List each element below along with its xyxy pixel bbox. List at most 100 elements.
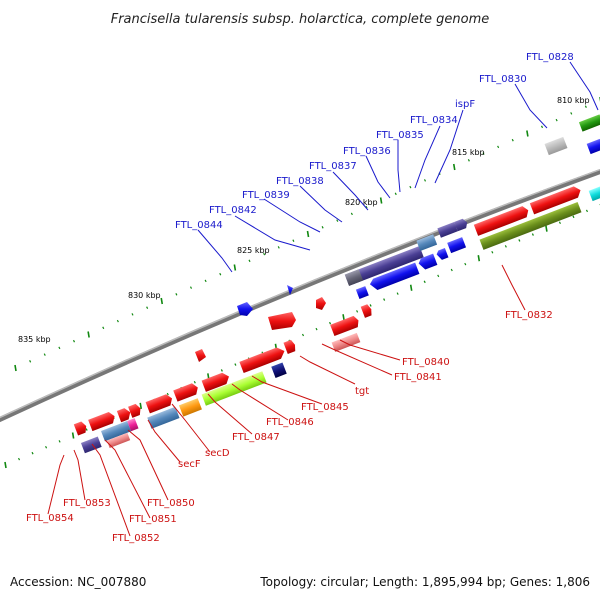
gene-label[interactable]: FTL_0840 xyxy=(402,357,450,368)
track-tick xyxy=(369,304,372,307)
track-tick xyxy=(511,138,514,142)
cds-arrow xyxy=(418,253,438,270)
kbp-label: 825 kbp xyxy=(237,246,270,255)
track-tick xyxy=(584,105,587,108)
track-tick xyxy=(572,215,575,219)
cds-arrow xyxy=(369,262,420,290)
track-tick xyxy=(220,369,223,372)
track-tick xyxy=(234,363,237,366)
track-tick xyxy=(545,225,548,232)
gene-label[interactable]: FTL_0844 xyxy=(175,220,223,231)
track-tick xyxy=(396,292,399,295)
cds-block xyxy=(127,418,139,432)
track-tick xyxy=(87,331,90,338)
cds-arrow xyxy=(529,186,581,215)
gene-label[interactable]: FTL_0842 xyxy=(209,205,257,216)
track-tick xyxy=(58,346,61,350)
track-tick xyxy=(31,451,34,455)
gene-label[interactable]: FTL_0845 xyxy=(301,402,349,413)
track-tick xyxy=(558,221,561,224)
track-tick xyxy=(219,272,222,276)
track-tick xyxy=(321,226,324,229)
track-tick xyxy=(464,262,467,266)
cds-block xyxy=(416,234,438,252)
track-tick xyxy=(452,163,456,171)
track-tick xyxy=(17,457,21,461)
gene-label[interactable]: secF xyxy=(178,459,201,470)
gene-label[interactable]: FTL_0851 xyxy=(129,514,177,525)
cds-block xyxy=(106,432,131,449)
track-tick xyxy=(166,392,169,396)
track-tick xyxy=(102,326,105,330)
track-tick xyxy=(146,306,149,309)
cds-arrow xyxy=(473,206,529,236)
cds-block xyxy=(586,138,600,155)
track-tick xyxy=(277,246,280,249)
gene-label[interactable]: FTL_0847 xyxy=(232,432,280,443)
gene-label[interactable]: tgt xyxy=(355,386,369,397)
gene-label[interactable]: secD xyxy=(205,448,230,459)
track-tick xyxy=(248,259,251,263)
cds-block xyxy=(344,246,424,286)
gene-label[interactable]: FTL_0838 xyxy=(276,176,324,187)
cds-arrow xyxy=(173,383,198,402)
gene-label[interactable]: FTL_0832 xyxy=(505,310,553,321)
cds-arrow xyxy=(201,372,229,392)
track-tick xyxy=(555,118,558,122)
track-tick xyxy=(71,432,75,439)
track-tick xyxy=(29,360,32,363)
gene-label[interactable]: ispF xyxy=(455,99,475,110)
cds-arrow xyxy=(316,297,326,310)
cds-arrow xyxy=(145,394,173,414)
gene-label[interactable]: FTL_0846 xyxy=(266,417,314,428)
cds-block xyxy=(544,136,568,156)
track-tick xyxy=(315,327,318,331)
gene-label[interactable]: FTL_0852 xyxy=(112,533,160,544)
cds-arrow xyxy=(454,218,468,232)
kbp-label: 830 kbp xyxy=(128,291,161,300)
track-tick xyxy=(4,461,7,469)
gene-label[interactable]: FTL_0853 xyxy=(63,498,111,509)
cds-arrow xyxy=(116,408,131,423)
kbp-label: 835 kbp xyxy=(18,335,51,344)
gene-label[interactable]: FTL_0836 xyxy=(343,146,391,157)
cds-arrow xyxy=(287,285,293,295)
cds-block xyxy=(479,202,582,250)
cds-block xyxy=(80,436,102,454)
cds-block xyxy=(447,237,467,254)
track-tick xyxy=(301,333,305,337)
track-tick xyxy=(233,264,237,271)
tick-rows xyxy=(4,97,600,469)
gene-label[interactable]: FTL_0830 xyxy=(479,74,527,85)
track-tick xyxy=(306,230,310,238)
cds-block xyxy=(344,269,364,286)
gene-label[interactable]: FTL_0828 xyxy=(526,52,574,63)
gene-label[interactable]: FTL_0835 xyxy=(376,130,424,141)
accession-text: Accession: NC_007880 xyxy=(10,575,146,589)
track-tick xyxy=(263,252,266,256)
track-tick xyxy=(409,185,412,189)
track-tick xyxy=(58,440,61,443)
gene-label[interactable]: FTL_0834 xyxy=(410,115,458,126)
gene-label[interactable]: FTL_0839 xyxy=(242,190,290,201)
cds-arrow xyxy=(360,304,372,318)
track-tick xyxy=(526,130,529,137)
gene-label[interactable]: FTL_0850 xyxy=(147,498,195,509)
track-tick xyxy=(379,197,383,204)
gene-label[interactable]: FTL_0854 xyxy=(26,513,74,524)
kbp-label: 810 kbp xyxy=(557,96,590,105)
track-tick xyxy=(437,274,440,278)
cds-block xyxy=(331,332,361,352)
map-title: Francisella tularensis subsp. holarctica… xyxy=(111,12,490,27)
track-tick xyxy=(450,268,453,272)
gene-label[interactable]: FTL_0841 xyxy=(394,372,442,383)
genome-backbone-highlight xyxy=(0,168,600,419)
labels-top: FTL_0828 FTL_0830 ispF FTL_0834 FTL_0835… xyxy=(175,52,574,231)
track-tick xyxy=(329,321,332,325)
cds-arrow xyxy=(195,349,206,362)
gene-label[interactable]: FTL_0837 xyxy=(309,161,357,172)
cds-arrow xyxy=(128,403,141,418)
track-tick xyxy=(43,353,46,356)
genome-summary-text: Topology: circular; Length: 1,895,994 bp… xyxy=(259,575,590,589)
cds-block xyxy=(201,371,267,406)
